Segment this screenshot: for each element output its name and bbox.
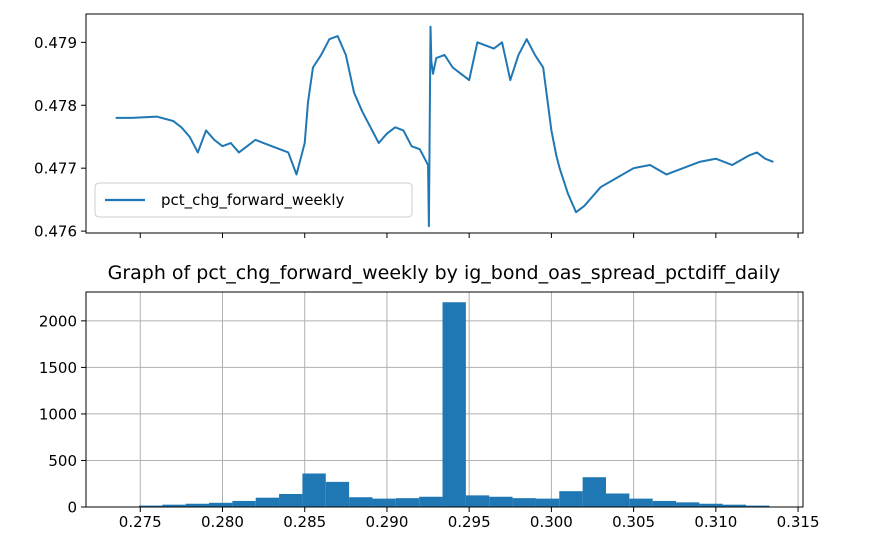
histogram-bar xyxy=(512,498,536,507)
x-tick-label: 0.280 xyxy=(201,513,244,531)
line-chart-legend: pct_chg_forward_weekly xyxy=(94,182,413,218)
histogram-title: Graph of pct_chg_forward_weekly by ig_bo… xyxy=(108,262,781,284)
legend-box xyxy=(94,182,413,218)
histogram-bar xyxy=(722,504,747,507)
histogram-frame xyxy=(85,291,804,508)
y-tick-label: 0.477 xyxy=(34,160,77,178)
x-tick-label: 0.295 xyxy=(448,513,491,531)
histogram-bar xyxy=(279,493,303,507)
legend-label: pct_chg_forward_weekly xyxy=(161,191,345,210)
y-tick-label: 0 xyxy=(67,499,77,517)
line-chart-series-layer xyxy=(115,25,774,228)
histogram-bar xyxy=(746,505,770,507)
y-tick-label: 0.479 xyxy=(34,34,77,52)
histogram-bar xyxy=(582,477,606,507)
line-chart-frame xyxy=(85,13,804,234)
x-tick-label: 0.300 xyxy=(530,513,573,531)
x-tick-label: 0.305 xyxy=(612,513,655,531)
y-tick-label: 2000 xyxy=(39,312,77,330)
x-tick-label: 0.315 xyxy=(777,513,820,531)
histogram-bar xyxy=(232,500,256,507)
histogram-panel: Graph of pct_chg_forward_weekly by ig_bo… xyxy=(39,262,820,531)
histogram-bar xyxy=(652,500,677,507)
histogram-bar xyxy=(535,498,560,507)
histogram-bar xyxy=(185,503,210,507)
histogram-bar xyxy=(442,302,466,507)
histogram-bar xyxy=(419,496,443,507)
histogram-bar xyxy=(349,497,373,507)
x-tick-label: 0.290 xyxy=(365,513,408,531)
histogram-bar xyxy=(255,497,280,507)
y-tick-label: 0.476 xyxy=(34,223,77,241)
histogram-bar xyxy=(465,495,490,507)
x-tick-label: 0.310 xyxy=(694,513,737,531)
x-tick-label: 0.275 xyxy=(119,513,162,531)
histogram-bar xyxy=(302,473,326,507)
histogram-bars xyxy=(115,302,770,507)
y-tick-label: 1000 xyxy=(39,405,77,423)
x-tick-label: 0.285 xyxy=(283,513,326,531)
histogram-bar xyxy=(325,481,350,507)
y-tick-label: 1500 xyxy=(39,359,77,377)
y-tick-label: 0.478 xyxy=(34,97,77,115)
histogram-bar xyxy=(699,503,723,507)
histogram-bar xyxy=(209,502,233,507)
histogram-axis-ticks: 0.275 0.280 0.285 0.290 0.295 0.300 0.305 0.310… xyxy=(39,312,820,531)
y-tick-label: 500 xyxy=(48,452,77,470)
line-chart-panel: 0.476 0.477 0.478 0.479 pct_chg_forward_wee… xyxy=(34,13,804,241)
histogram-bar xyxy=(629,498,653,507)
histogram-bar xyxy=(559,491,583,507)
line-chart-axis-ticks: 0.476 0.477 0.478 0.479 xyxy=(34,34,799,241)
histogram-bar xyxy=(489,496,513,507)
histogram-bar xyxy=(162,504,186,507)
histogram-bar xyxy=(605,493,630,507)
histogram-bar xyxy=(372,498,396,507)
histogram-bar xyxy=(138,505,163,507)
histogram-bar xyxy=(676,502,700,507)
histogram-bar xyxy=(395,498,420,507)
series-line-0 xyxy=(115,25,774,228)
